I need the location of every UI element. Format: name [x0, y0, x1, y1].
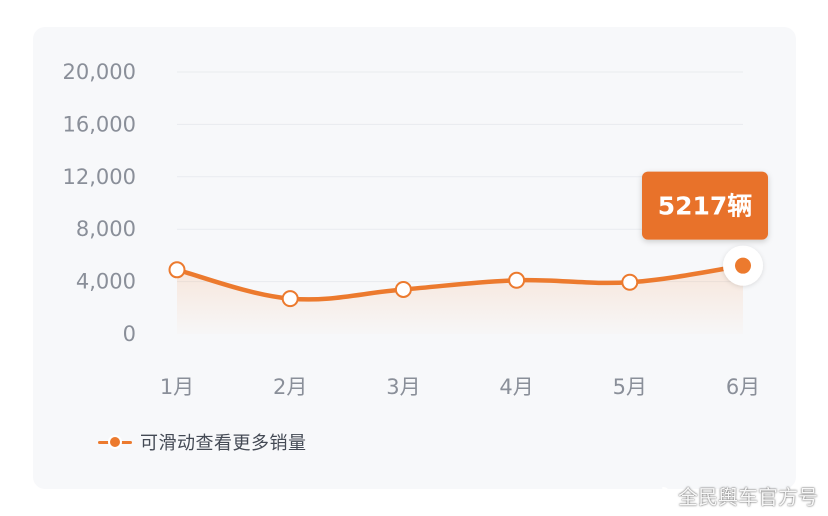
- data-point[interactable]: [508, 271, 526, 289]
- y-tick-label: 12,000: [63, 165, 136, 189]
- data-point[interactable]: [168, 261, 186, 279]
- chart-card: [33, 27, 796, 489]
- watermark: 全民舆车官方号: [646, 481, 818, 510]
- value-tooltip: [642, 171, 768, 240]
- data-point[interactable]: [281, 290, 299, 308]
- highlight-data-point[interactable]: [735, 257, 751, 274]
- legend-label: 可滑动查看更多销量: [140, 433, 307, 454]
- x-tick-label: 5月: [613, 375, 647, 399]
- x-tick-label: 1月: [160, 375, 194, 399]
- weibo-icon: [647, 486, 670, 506]
- y-tick-label: 20,000: [63, 60, 136, 84]
- y-tick-label: 4,000: [76, 270, 136, 294]
- x-tick-label: 6月: [726, 375, 760, 399]
- series-line: [174, 263, 746, 302]
- y-tick-label: 16,000: [63, 112, 136, 136]
- x-tick-label: 4月: [499, 375, 533, 399]
- data-point[interactable]: [394, 280, 412, 298]
- x-tick-label: 3月: [386, 375, 420, 399]
- tooltip-value-label: 5217辆: [658, 192, 753, 221]
- x-tick-label: 2月: [273, 375, 307, 399]
- data-point[interactable]: [621, 273, 639, 291]
- y-tick-label: 0: [123, 322, 136, 346]
- legend-line-marker-icon: [98, 435, 132, 449]
- watermark-text: 全民舆车官方号: [678, 485, 818, 509]
- series-area: [177, 265, 743, 334]
- chart-legend[interactable]: 可滑动查看更多销量: [98, 428, 307, 456]
- y-tick-label: 8,000: [76, 217, 136, 241]
